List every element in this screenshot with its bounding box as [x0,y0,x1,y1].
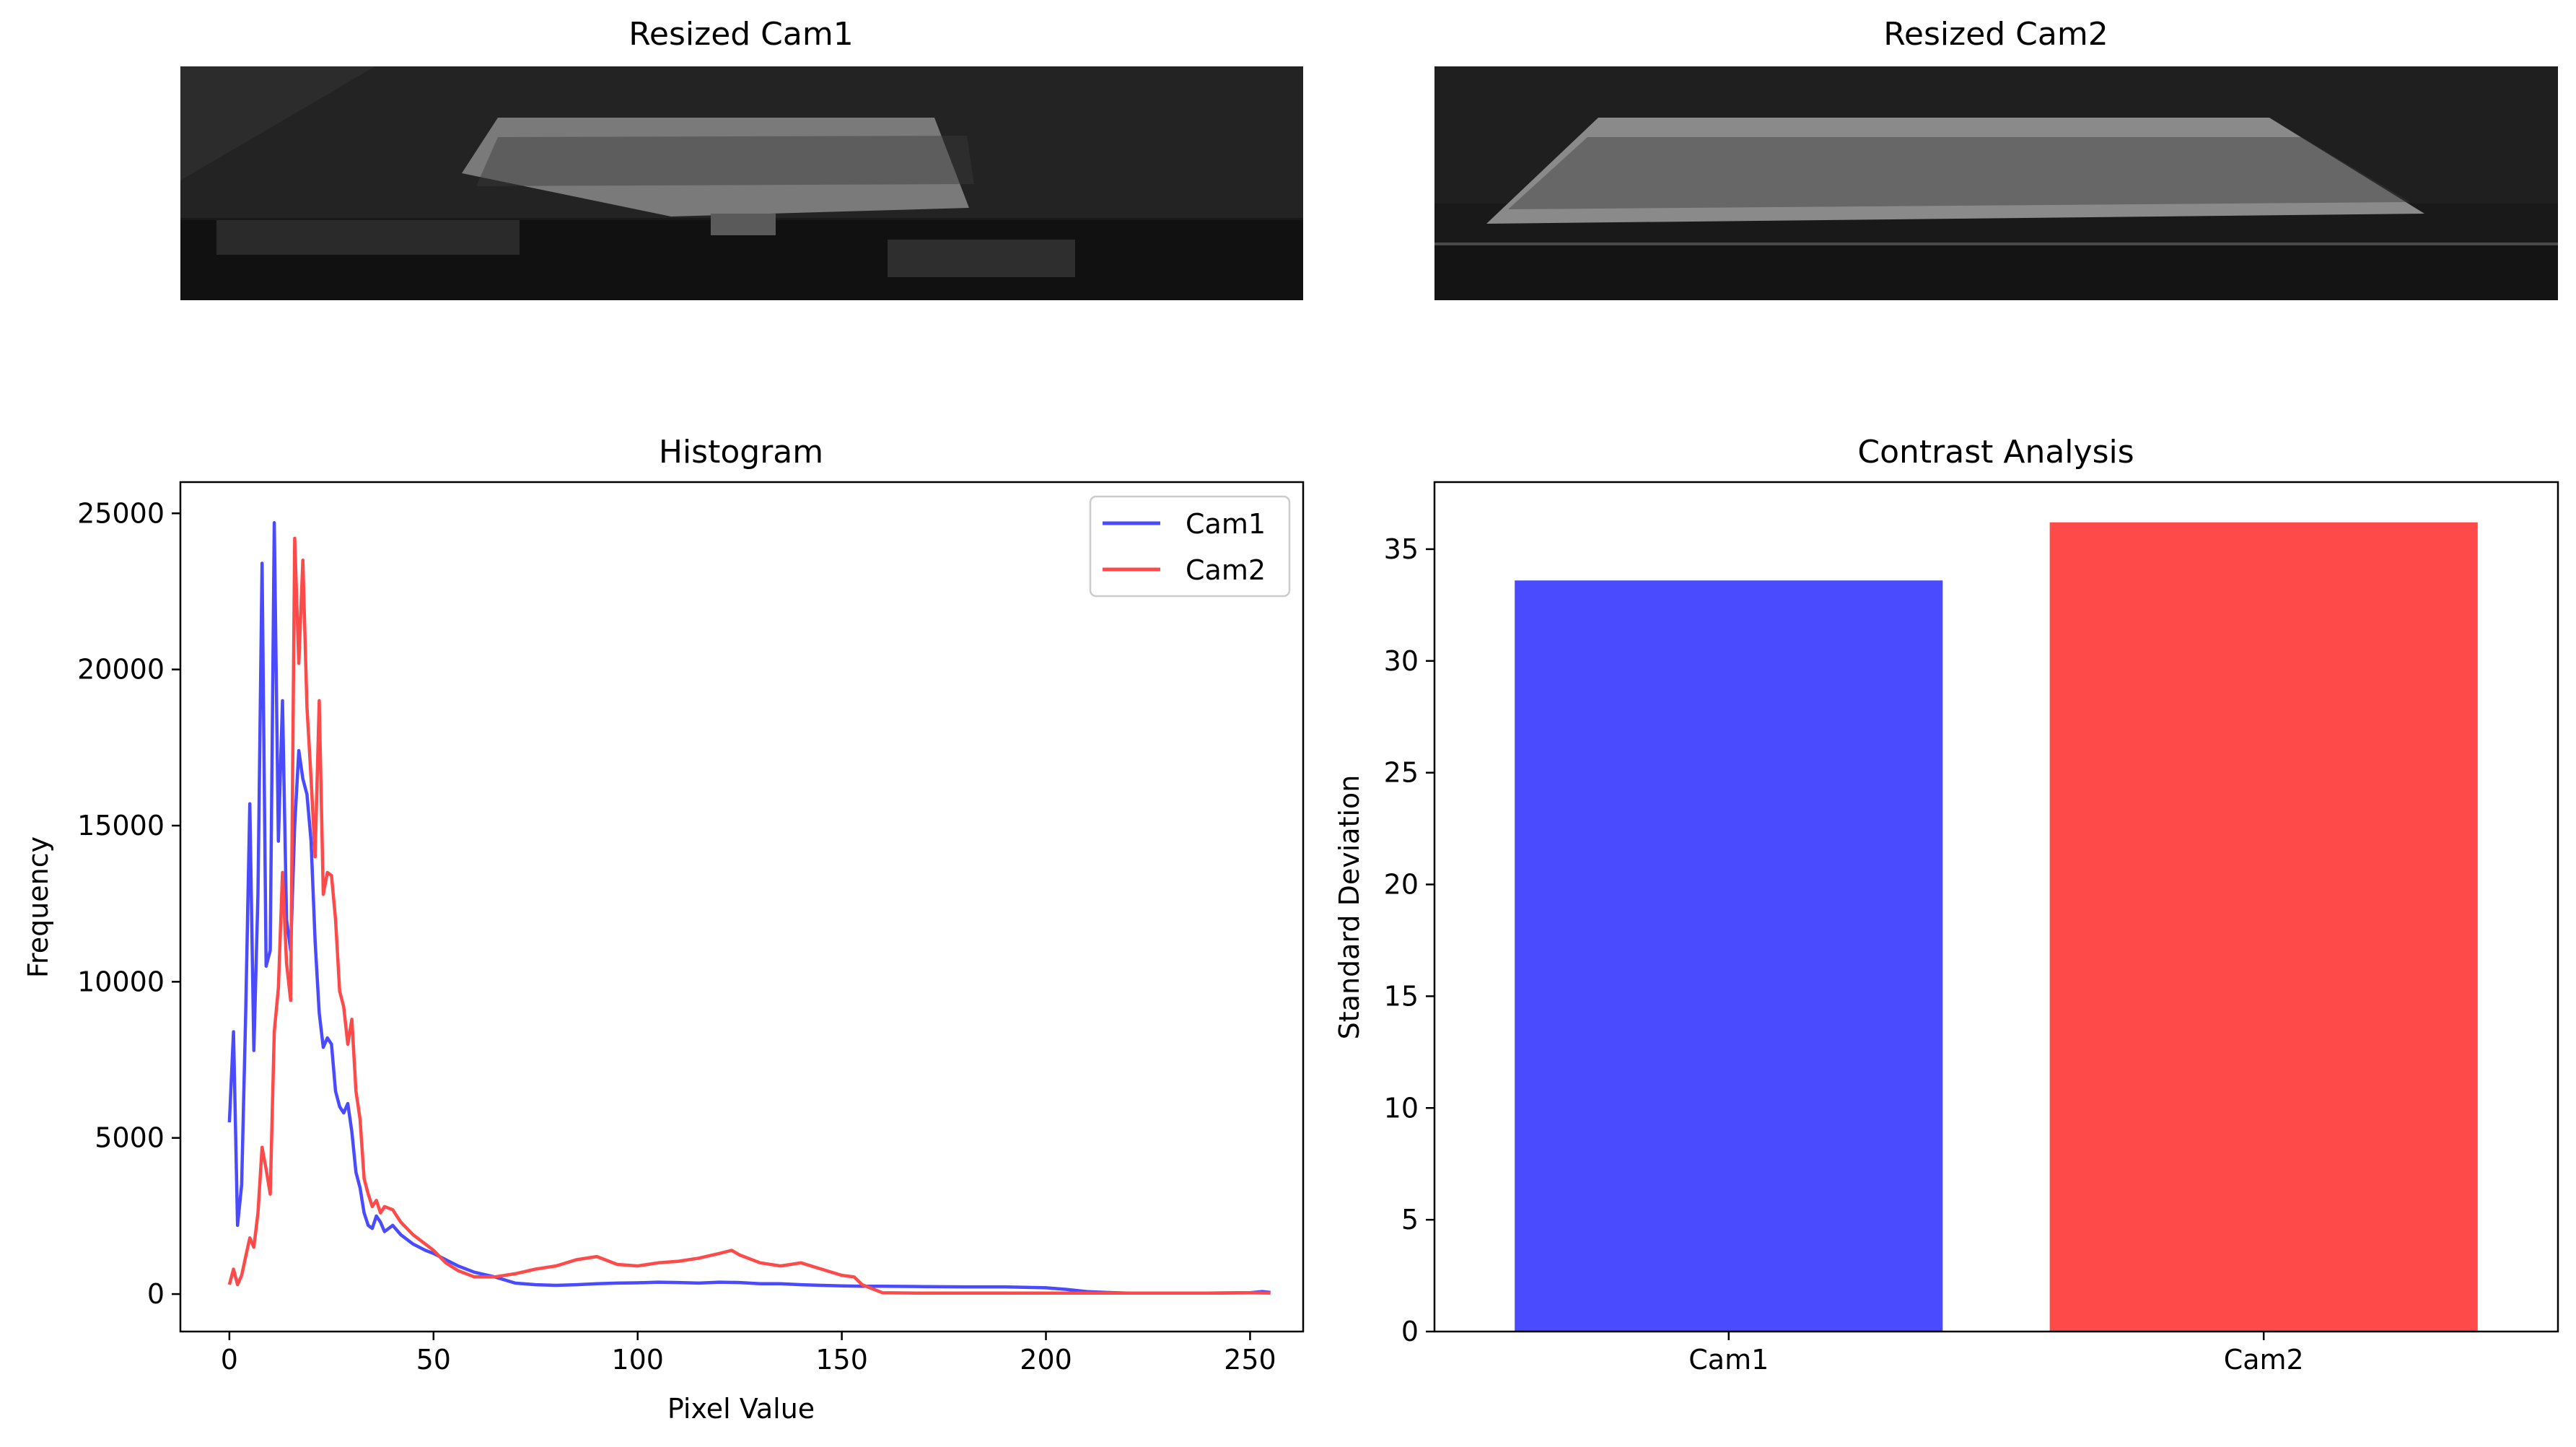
y-tick-label: 20 [1384,869,1419,901]
y-tick-label: 25000 [77,497,165,529]
x-tick-label: 150 [815,1344,868,1376]
contrast-chart: Contrast Analysis 0 5 10 15 20 25 30 35 Cam1 Cam2… [1333,434,2559,1376]
legend-label-cam1: Cam1 [1186,508,1266,540]
legend-label-cam2: Cam2 [1186,554,1266,586]
y-tick-label: 15000 [77,810,165,841]
y-tick-label: 0 [147,1278,165,1310]
bar-cam1 [1515,580,1943,1332]
y-tick-label: 35 [1384,533,1419,565]
x-tick-label: 0 [221,1344,238,1376]
x-tick-label: 250 [1224,1344,1276,1376]
cam1-camera-image [180,66,1303,300]
histogram-ticks: 0 50 100 150 200 250 0 5000 10000 15000 20000 25000 [77,497,1276,1376]
histogram-ylabel: Frequency [22,836,54,978]
y-tick-label: 20000 [77,654,165,686]
histogram-legend: Cam1 Cam2 [1089,495,1291,598]
contrast-plot-frame [1433,481,2559,1333]
y-tick-label: 30 [1384,645,1419,677]
x-tick-label: 200 [1020,1344,1072,1376]
x-tick-label: Cam2 [2224,1344,2304,1376]
y-tick-label: 5000 [95,1122,165,1154]
histogram-title: Histogram [659,434,823,471]
histogram-plot-frame [179,481,1305,1333]
contrast-ticks: 0 5 10 15 20 25 30 35 Cam1 Cam2 [1384,533,2304,1376]
series-line-cam1 [227,521,1271,1295]
x-tick-label: Cam1 [1688,1344,1769,1376]
contrast-ylabel: Standard Deviation [1333,775,1365,1040]
bar-cam2 [2049,522,2478,1332]
cam1-image-title: Resized Cam1 [628,16,853,53]
histogram-chart: Histogram 0 50 100 150 200 250 0 5000 10000 15000… [22,434,1305,1425]
contrast-title: Contrast Analysis [1857,434,2134,471]
y-tick-label: 15 [1384,980,1419,1012]
y-tick-label: 10 [1384,1092,1419,1124]
x-tick-label: 50 [416,1344,451,1376]
cam1-image-panel: Resized Cam1 [180,16,1303,300]
histogram-xlabel: Pixel Value [667,1393,815,1425]
cam2-image-title: Resized Cam2 [1883,16,2108,53]
cam2-camera-image [1434,66,2558,300]
x-tick-label: 100 [611,1344,664,1376]
contrast-bars [1515,522,2478,1332]
y-tick-label: 10000 [77,966,165,997]
histogram-lines [227,521,1271,1295]
y-tick-label: 25 [1384,757,1419,789]
cam2-image-panel: Resized Cam2 [1434,16,2558,300]
y-tick-label: 5 [1401,1204,1419,1236]
series-line-cam2 [227,536,1271,1295]
y-tick-label: 0 [1401,1316,1419,1347]
